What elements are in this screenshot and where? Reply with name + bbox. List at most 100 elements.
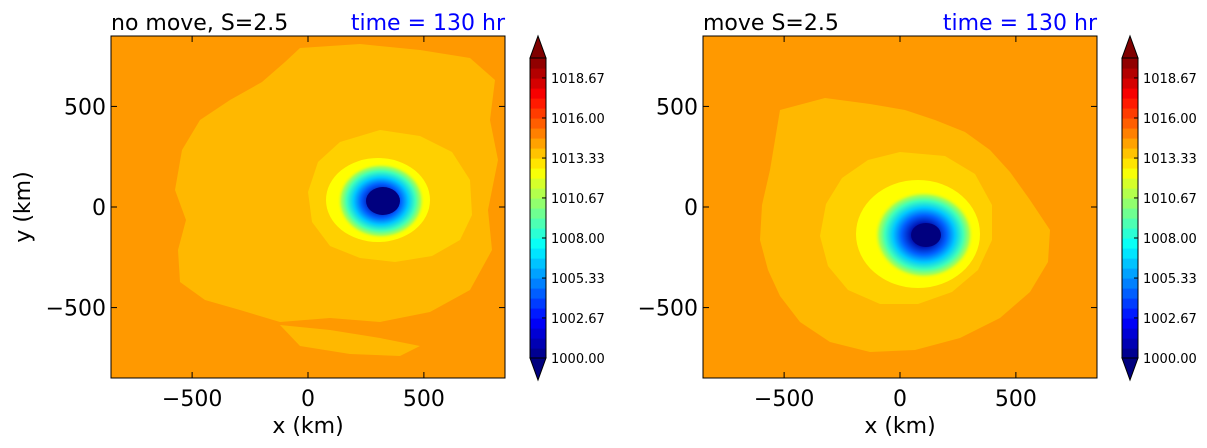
x-tick-label: 0 xyxy=(893,387,907,412)
colorbar-segment xyxy=(1122,348,1138,359)
colorbar-segment xyxy=(1122,288,1138,299)
colorbar-segment xyxy=(530,178,546,189)
colorbar-tick-label: 1013.33 xyxy=(551,152,605,167)
x-tick-label: 500 xyxy=(995,387,1037,412)
colorbar-segment xyxy=(530,278,546,289)
colorbar-segment xyxy=(1122,278,1138,289)
colorbar-segment xyxy=(530,328,546,339)
panel-left-field xyxy=(111,36,505,378)
colorbar-segment xyxy=(530,198,546,209)
colorbar-segment xyxy=(1122,248,1138,259)
colorbar-segment xyxy=(1122,268,1138,279)
colorbar-segment xyxy=(530,258,546,269)
colorbar-segment xyxy=(1122,298,1138,309)
colorbar-segment xyxy=(530,288,546,299)
colorbar-frame xyxy=(529,57,547,359)
colorbar-segment xyxy=(530,208,546,219)
panel-left-ylabel: y (km) xyxy=(11,171,36,242)
colorbar-segment xyxy=(1122,78,1138,89)
panel-right-time-label: time = 130 hr xyxy=(943,11,1098,36)
colorbar-tick-label: 1005.33 xyxy=(551,272,605,287)
colorbar-segment xyxy=(530,268,546,279)
colorbar-segment xyxy=(1122,168,1138,179)
colorbar-right: 1000.00 1002.67 1005.33 1008.00 1010.67 1013.… xyxy=(1121,34,1197,382)
x-tick-label: −500 xyxy=(162,387,222,412)
colorbar-segment xyxy=(1122,138,1138,149)
colorbar-left: 1000.00 1002.67 1005.33 1008.00 1010.67 1013.… xyxy=(529,34,605,382)
colorbar-segment xyxy=(530,228,546,239)
colorbar-segment xyxy=(530,138,546,149)
colorbar-extend-max xyxy=(529,34,547,59)
colorbar-segment xyxy=(530,298,546,309)
colorbar-segment xyxy=(1122,228,1138,239)
colorbar-extend-min xyxy=(529,357,547,382)
colorbar-segment xyxy=(1122,108,1138,119)
colorbar-segment xyxy=(530,118,546,129)
y-tick-label: −500 xyxy=(46,297,106,322)
colorbar-tick-label: 1005.33 xyxy=(1143,272,1197,287)
colorbar-segment xyxy=(530,338,546,349)
colorbar-segment xyxy=(1122,178,1138,189)
colorbar-segment xyxy=(1122,158,1138,169)
colorbar-segment xyxy=(1122,128,1138,139)
colorbar-segment xyxy=(530,308,546,319)
colorbar-segment xyxy=(1122,198,1138,209)
colorbar-segment xyxy=(530,318,546,329)
colorbar-segment xyxy=(530,98,546,109)
colorbar-segment xyxy=(1122,208,1138,219)
y-tick-label: 0 xyxy=(684,196,698,221)
colorbar-segment xyxy=(530,248,546,259)
panel-left-xlabel: x (km) xyxy=(272,414,343,439)
colorbar-tick-label: 1002.67 xyxy=(551,312,605,327)
colorbar-tick-label: 1002.67 xyxy=(1143,312,1197,327)
colorbar-segment xyxy=(530,148,546,159)
colorbar-segment xyxy=(1122,118,1138,129)
colorbar-segment xyxy=(530,108,546,119)
panel-right-title: move S=2.5 xyxy=(703,11,839,36)
x-tick-label: 0 xyxy=(301,387,315,412)
colorbar-segment xyxy=(1122,188,1138,199)
colorbar-tick-label: 1000.00 xyxy=(551,352,605,367)
colorbar-segment xyxy=(1122,258,1138,269)
colorbar-segment xyxy=(530,88,546,99)
colorbar-segment xyxy=(1122,238,1138,249)
colorbar-segment xyxy=(530,128,546,139)
colorbar-segment xyxy=(530,218,546,229)
colorbar-tick-label: 1008.00 xyxy=(1143,232,1197,247)
y-tick-label: 500 xyxy=(64,95,106,120)
colorbar-segment xyxy=(530,58,546,69)
colorbar-extend-min xyxy=(1121,357,1139,382)
colorbar-segment xyxy=(1122,98,1138,109)
colorbar-tick-label: 1010.67 xyxy=(1143,192,1197,207)
vortex-core xyxy=(911,223,941,247)
colorbar-tick-label: 1013.33 xyxy=(1143,152,1197,167)
panel-right-xlabel: x (km) xyxy=(864,414,935,439)
colorbar-segment xyxy=(1122,148,1138,159)
y-tick-label: 0 xyxy=(92,196,106,221)
colorbar-frame xyxy=(1121,57,1139,359)
colorbar-tick-label: 1000.00 xyxy=(1143,352,1197,367)
panel-left-time-label: time = 130 hr xyxy=(351,11,506,36)
colorbar-tick-label: 1018.67 xyxy=(1143,72,1197,87)
colorbar-tick-label: 1016.00 xyxy=(551,112,605,127)
panel-right-field xyxy=(703,36,1097,378)
y-tick-label: 500 xyxy=(656,95,698,120)
y-tick-label: −500 xyxy=(638,297,698,322)
colorbar-segment xyxy=(1122,318,1138,329)
x-tick-label: 500 xyxy=(403,387,445,412)
colorbar-segment xyxy=(530,238,546,249)
panel-right-ticks: −500 0 500 −500 0 500 xyxy=(638,36,1097,412)
colorbar-segment xyxy=(1122,218,1138,229)
field-outer-band-lobe xyxy=(280,325,420,356)
panel-right: move S=2.5 time = 130 hr −500 0 500 −500 0 50… xyxy=(638,11,1197,439)
colorbar-segment xyxy=(530,168,546,179)
colorbar-segment xyxy=(530,68,546,79)
colorbar-tick-label: 1018.67 xyxy=(551,72,605,87)
colorbar-segment xyxy=(530,188,546,199)
colorbar-segment xyxy=(1122,88,1138,99)
panel-left-ticks: −500 0 500 −500 0 500 xyxy=(46,36,505,412)
colorbar-tick-label: 1016.00 xyxy=(1143,112,1197,127)
colorbar-extend-max xyxy=(1121,34,1139,59)
colorbar-segment xyxy=(530,158,546,169)
